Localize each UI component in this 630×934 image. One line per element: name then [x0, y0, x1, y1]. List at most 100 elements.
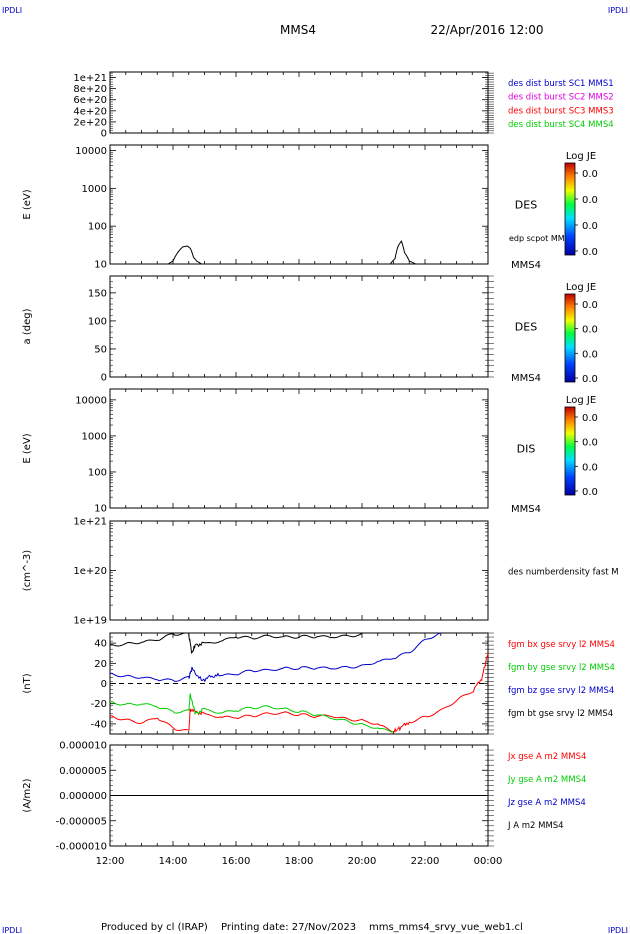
y-tick-label: -20	[91, 699, 107, 710]
y-tick-label: 8e+20	[73, 84, 107, 95]
legend-entry: des dist burst SC4 MMS4	[508, 120, 614, 130]
spacecraft-label: MMS4	[511, 373, 541, 384]
series-line-fgm-by	[109, 693, 394, 733]
y-axis-label: E (eV)	[22, 189, 33, 219]
y-tick-label: 10000	[75, 146, 107, 157]
x-tick-label: 16:00	[222, 856, 251, 867]
legend-entry: des dist burst SC2 MMS2	[508, 93, 614, 103]
corner-logo-bottom-right: IPDLI	[608, 926, 628, 934]
series-line-fgm-bx	[109, 653, 489, 733]
footer-file-name: mms_mms4_srvy_vue_web1.cl	[369, 922, 523, 933]
y-tick-label: 150	[88, 288, 107, 299]
colorbar-tick-label: 0.0	[582, 325, 598, 336]
legend-entry: fgm bt gse srvy l2 MMS4	[508, 709, 613, 719]
colorbar-tick-label: 0.0	[582, 247, 598, 258]
y-tick-label: 1e+20	[73, 566, 107, 577]
y-axis-label: (cm^-3)	[22, 550, 33, 591]
series-line-fgm-bz	[109, 632, 441, 683]
y-tick-label: -40	[91, 719, 107, 730]
panel-frame	[109, 144, 489, 265]
legend-entry: fgm bx gse srvy l2 MMS4	[508, 640, 615, 650]
colorbar-tick-label: 0.0	[582, 487, 598, 498]
y-tick-label: 20	[94, 659, 107, 670]
instrument-label: DES	[515, 199, 537, 212]
spacecraft-label: MMS4	[511, 260, 541, 271]
legend-entry: Jy gse A m2 MMS4	[507, 775, 586, 785]
footer-printing-date: Printing date: 27/Nov/2023	[221, 922, 356, 933]
y-tick-label: 4e+20	[73, 106, 107, 117]
x-tick-label: 22:00	[411, 856, 440, 867]
overlay-series-label: edp scpot MMS4	[509, 234, 575, 243]
colorbar-tick-label: 0.0	[582, 413, 598, 424]
legend-entry: fgm bz gse srvy l2 MMS4	[508, 686, 614, 696]
y-tick-label: 100	[88, 222, 107, 233]
colorbar-tick-label: 0.0	[582, 300, 598, 311]
colorbar	[564, 293, 576, 383]
date-time-title: 22/Apr/2016 12:00	[430, 23, 543, 37]
colorbar-title: Log JE	[566, 151, 596, 162]
y-tick-label: 1e+19	[73, 616, 107, 627]
panel-fgm-b: -40 -20 0 20 40 (nT) fgm bx gse srvy l2 MMS4 fg…	[22, 632, 615, 735]
panel-des-energy: 10 100 1000 10000 E (eV) DES edp scpot MMS4 MMS…	[22, 144, 598, 271]
x-tick-label: 18:00	[285, 856, 314, 867]
x-tick-label: 00:00	[474, 856, 503, 867]
spacecraft-label: MMS4	[511, 504, 541, 515]
spacecraft-title: MMS4	[280, 23, 316, 37]
legend-entry: des dist burst SC1 MMS1	[508, 79, 614, 89]
y-tick-label: 10000	[75, 395, 107, 406]
legend-entry: J A m2 MMS4	[507, 821, 564, 831]
colorbar	[564, 162, 576, 256]
y-tick-label: 1000	[82, 184, 107, 195]
instrument-label: DIS	[517, 443, 536, 456]
y-tick-label: 50	[94, 344, 107, 355]
y-axis-label: (nT)	[22, 673, 33, 693]
colorbar-tick-label: 0.0	[582, 374, 598, 385]
y-tick-label: 10	[94, 260, 107, 271]
legend-entry: fgm by gse srvy l2 MMS4	[508, 663, 615, 673]
panel-des-pitch: 0 50 100 150 a (deg) DES MMS4 Log JE 0.0 0.0 0.0 0.…	[22, 275, 598, 385]
panel-dis-energy: 10 100 1000 10000 E (eV) DIS MMS4 Log JE 0.0 0.0 0…	[22, 388, 598, 515]
y-tick-label: 10	[94, 504, 107, 515]
overlay-line-edp-scpot	[168, 240, 416, 265]
y-tick-label: 0.000010	[59, 741, 107, 752]
y-axis-label: E (eV)	[22, 433, 33, 463]
y-tick-label: 1e+21	[73, 517, 107, 528]
y-tick-label: 0.000005	[59, 766, 107, 777]
footer-produced-by: Produced by cl (IRAP)	[101, 922, 208, 933]
legend-entry: des dist burst SC3 MMS3	[508, 106, 614, 116]
panel-frame	[109, 71, 489, 134]
panel-frame	[109, 388, 489, 509]
legend-entry: des numberdensity fast M	[508, 568, 619, 578]
y-tick-label: -0.000005	[56, 816, 107, 827]
colorbar-title: Log JE	[566, 395, 596, 406]
corner-logo-top-right: IPDLI	[608, 6, 628, 15]
x-tick-label: 14:00	[159, 856, 188, 867]
colorbar-tick-label: 0.0	[582, 221, 598, 232]
y-tick-label: 0	[101, 129, 107, 140]
colorbar	[564, 406, 576, 496]
y-tick-label: 0	[101, 373, 107, 384]
x-tick-label: 20:00	[348, 856, 377, 867]
instrument-label: DES	[515, 321, 537, 334]
y-tick-label: 6e+20	[73, 95, 107, 106]
colorbar-tick-label: 0.0	[582, 349, 598, 360]
colorbar-tick-label: 0.0	[582, 169, 598, 180]
y-tick-label: 0	[101, 679, 107, 690]
y-tick-label: 100	[88, 467, 107, 478]
legend-entry: Jz gse A m2 MMS4	[507, 798, 586, 808]
legend-entry: Jx gse A m2 MMS4	[507, 752, 586, 762]
time-axis: 12:00 14:00 16:00 18:00 20:00 22:00 00:00	[96, 856, 503, 867]
panel-des-numberdensity: 1e+19 1e+20 1e+21 (cm^-3) des numberdensity …	[22, 517, 619, 627]
y-tick-label: 2e+20	[73, 117, 107, 128]
y-axis-label: a (deg)	[22, 308, 33, 344]
colorbar-tick-label: 0.0	[582, 195, 598, 206]
y-tick-label: 0.000000	[59, 791, 107, 802]
colorbar-tick-label: 0.0	[582, 438, 598, 449]
x-tick-label: 12:00	[96, 856, 125, 867]
y-tick-label: -0.000010	[56, 842, 107, 853]
series-line-fgm-bt	[109, 632, 363, 655]
y-tick-label: 40	[94, 639, 107, 650]
colorbar-tick-label: 0.0	[582, 462, 598, 473]
